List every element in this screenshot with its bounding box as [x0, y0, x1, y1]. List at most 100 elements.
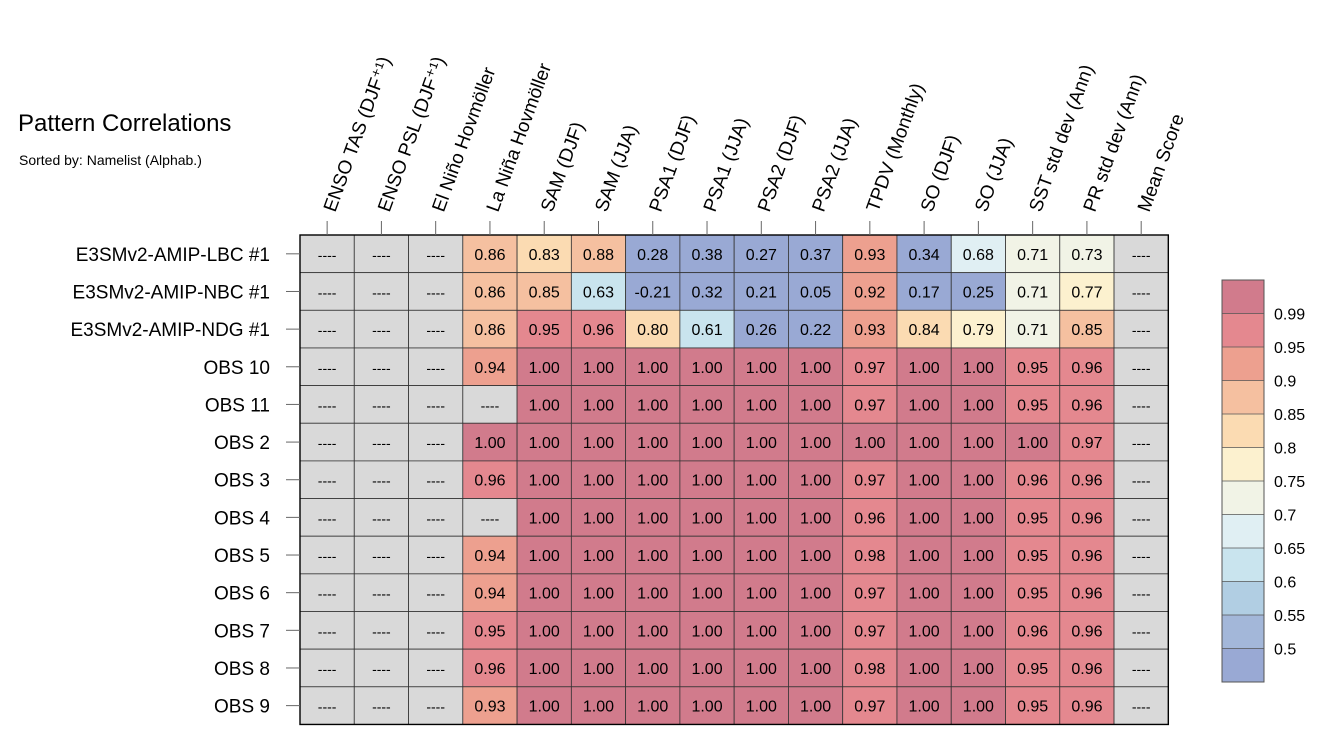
cell-label: 1.00	[746, 661, 777, 678]
heatmap-cell	[842, 498, 898, 537]
row-label: OBS 8	[214, 659, 270, 680]
cell-label: 0.68	[963, 247, 994, 264]
cell-label: 1.00	[909, 397, 940, 414]
cell-label: 1.00	[529, 548, 560, 565]
heatmap-cell	[462, 460, 518, 499]
cell-label: 0.84	[909, 322, 940, 339]
heatmap-cell	[733, 347, 789, 387]
heatmap-cell	[1005, 498, 1061, 537]
cell-label: 0.73	[1071, 247, 1102, 264]
cell-label: 0.98	[854, 661, 885, 678]
cell-label: ----	[481, 510, 500, 526]
heatmap-cell	[950, 648, 1006, 688]
cell-label: 1.00	[746, 510, 777, 527]
heatmap-cell	[950, 573, 1006, 612]
cell-label: 0.28	[637, 247, 668, 264]
cell-label: 1.00	[746, 435, 777, 452]
heatmap-cell	[896, 272, 952, 311]
cell-label: 1.00	[583, 360, 614, 377]
heatmap-cell	[625, 611, 681, 650]
heatmap-cell	[1005, 611, 1061, 650]
cell-label: 0.85	[529, 284, 560, 301]
cell-label: 1.00	[963, 661, 994, 678]
heatmap-cell	[896, 385, 952, 424]
colorbar-label: 0.8	[1274, 441, 1296, 458]
heatmap-cell	[516, 573, 572, 612]
heatmap-cell	[733, 611, 789, 650]
cell-label: 1.00	[529, 360, 560, 377]
colorbar-label: 0.55	[1274, 608, 1305, 625]
heatmap-cell	[896, 686, 952, 725]
colorbar-bin	[1222, 481, 1264, 515]
heatmap-cell	[570, 611, 627, 650]
heatmap-cell	[679, 498, 735, 537]
cell-label: 1.00	[800, 360, 831, 377]
heatmap-cell	[842, 272, 898, 311]
heatmap-cell	[299, 611, 355, 650]
cell-label: 1.00	[583, 661, 614, 678]
heatmap-cell	[462, 611, 518, 650]
cell-label: 1.00	[963, 548, 994, 565]
cell-label: 1.00	[691, 586, 722, 603]
heatmap-cell	[1059, 573, 1115, 612]
cell-label: ----	[426, 247, 445, 263]
cell-label: 1.00	[746, 360, 777, 377]
heatmap-cell	[408, 573, 464, 612]
cell-label: 1.00	[909, 435, 940, 452]
heatmap-cell	[1059, 686, 1115, 725]
cell-label: -0.21	[635, 284, 672, 301]
heatmap-cell	[950, 422, 1006, 462]
cell-label: ----	[426, 435, 445, 451]
cell-label: 0.27	[746, 247, 777, 264]
heatmap-cell	[353, 272, 409, 311]
row-label: OBS 2	[214, 433, 270, 454]
column-label: PSA2 (DJF)	[754, 112, 808, 214]
cell-label: 0.96	[474, 661, 505, 678]
cell-label: ----	[1132, 322, 1151, 338]
heatmap-cell	[570, 385, 627, 424]
cell-label: 1.00	[963, 473, 994, 490]
heatmap-cell	[353, 460, 409, 499]
colorbar-label: 0.75	[1274, 474, 1305, 491]
cell-label: 0.88	[583, 247, 614, 264]
column-label: PSA2 (JJA)	[809, 115, 862, 214]
heatmap-cell	[733, 234, 789, 274]
cell-label: 1.00	[909, 699, 940, 716]
heatmap-cell	[896, 422, 952, 462]
cell-label: ----	[318, 435, 337, 451]
cell-label: ----	[426, 661, 445, 677]
column-label: SAM (DJF)	[537, 119, 589, 214]
heatmap-cell	[1059, 422, 1115, 462]
cell-label: 0.95	[1017, 397, 1048, 414]
heatmap-cell	[625, 234, 681, 274]
cell-label: ----	[318, 397, 337, 413]
heatmap-cell	[733, 573, 789, 612]
heatmap-cell	[299, 648, 355, 688]
heatmap-cell	[679, 686, 735, 725]
cell-label: 0.98	[854, 548, 885, 565]
column-label: PSA1 (JJA)	[700, 115, 753, 214]
cell-label: 0.94	[474, 360, 505, 377]
heatmap-cell	[625, 272, 681, 311]
colorbar-bin	[1222, 380, 1264, 414]
heatmap-cell	[408, 611, 464, 650]
cell-label: ----	[426, 397, 445, 413]
cell-label: 1.00	[529, 435, 560, 452]
chart-subtitle: Sorted by: Namelist (Alphab.)	[19, 152, 202, 168]
heatmap-cell	[1005, 422, 1061, 462]
cell-label: 1.00	[637, 510, 668, 527]
cell-label: 0.77	[1071, 284, 1102, 301]
cell-label: ----	[426, 510, 445, 526]
cell-label: 0.96	[1071, 548, 1102, 565]
cell-label: 0.96	[1071, 699, 1102, 716]
heatmap-cell	[462, 498, 518, 537]
cell-label: ----	[318, 586, 337, 602]
cell-label: ----	[1132, 699, 1151, 715]
cell-label: 1.00	[909, 360, 940, 377]
cell-label: 0.96	[1071, 473, 1102, 490]
cell-label: 0.97	[854, 623, 885, 640]
heatmap-cell	[896, 611, 952, 650]
heatmap-cell	[570, 535, 627, 575]
cell-label: 0.86	[474, 322, 505, 339]
row-label: OBS 9	[214, 697, 270, 718]
